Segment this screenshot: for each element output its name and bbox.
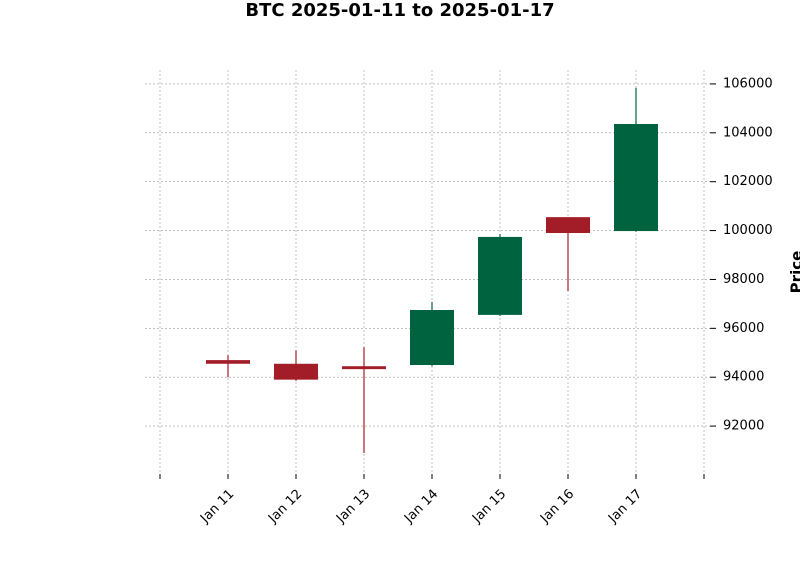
y-tick-label: 94000 bbox=[723, 370, 764, 385]
x-tick-label: Jan 13 bbox=[333, 487, 373, 527]
candle-body bbox=[410, 310, 454, 365]
candle-body bbox=[342, 366, 386, 370]
x-tick-label: Jan 11 bbox=[197, 487, 237, 527]
candle-body bbox=[274, 363, 318, 380]
candle-body bbox=[478, 236, 522, 315]
y-tick-label: 102000 bbox=[723, 174, 773, 189]
x-tick-label: Jan 12 bbox=[265, 487, 305, 527]
chart-title: BTC 2025-01-11 to 2025-01-17 bbox=[245, 0, 554, 21]
y-tick-label: 100000 bbox=[723, 223, 773, 238]
candle-body bbox=[206, 360, 250, 364]
candle-body bbox=[546, 217, 590, 234]
x-tick-label: Jan 16 bbox=[537, 487, 577, 527]
y-tick-label: 98000 bbox=[723, 272, 764, 287]
x-tick-label: Jan 17 bbox=[605, 487, 645, 527]
x-tick-label: Jan 15 bbox=[469, 487, 509, 527]
y-tick-label: 106000 bbox=[723, 76, 773, 91]
x-tick-label: Jan 14 bbox=[401, 487, 441, 527]
y-axis-label: Price bbox=[788, 251, 800, 294]
candle-body bbox=[614, 124, 658, 232]
y-tick-label: 92000 bbox=[723, 419, 764, 434]
y-tick-label: 104000 bbox=[723, 125, 773, 140]
y-tick-label: 96000 bbox=[723, 321, 764, 336]
